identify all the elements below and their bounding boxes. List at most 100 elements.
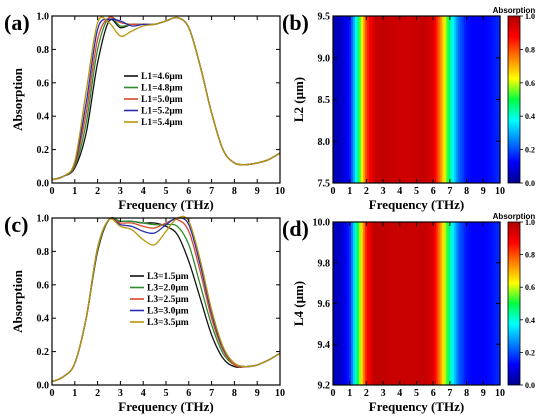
heatmap-cell bbox=[468, 222, 471, 385]
heatmap-cell bbox=[426, 16, 430, 183]
heatmap-cell bbox=[390, 222, 394, 385]
heatmap-cell bbox=[408, 16, 412, 183]
heatmap-cell bbox=[490, 16, 493, 183]
heatmap-cell bbox=[360, 16, 364, 183]
x-tick-label: 10 bbox=[275, 388, 285, 399]
heatmap-cell bbox=[452, 16, 455, 183]
x-tick-label: 5 bbox=[414, 186, 419, 197]
heatmap-cell bbox=[414, 16, 418, 183]
heatmap-cell bbox=[370, 16, 374, 183]
heatmap-cell bbox=[356, 222, 360, 385]
colorbar-title: Absorption bbox=[493, 212, 536, 221]
heatmap-cell bbox=[344, 16, 348, 183]
heatmap-cell bbox=[474, 16, 477, 183]
x-tick-label: 10 bbox=[495, 388, 505, 399]
heatmap-cell bbox=[340, 16, 344, 183]
heatmap-cell bbox=[386, 222, 390, 385]
heatmap-cell bbox=[488, 16, 491, 183]
heatmap-cell bbox=[478, 222, 481, 385]
x-tick-label: 0 bbox=[50, 388, 55, 399]
heatmap-cell bbox=[380, 16, 384, 183]
heatmap-cell bbox=[432, 222, 435, 385]
x-tick-label: 10 bbox=[275, 186, 285, 197]
heatmap-cell bbox=[408, 222, 412, 385]
heatmap-cell bbox=[412, 222, 416, 385]
series-line bbox=[51, 16, 281, 181]
heatmap-cell bbox=[486, 16, 489, 183]
x-tick-label: 4 bbox=[397, 388, 402, 399]
series-line bbox=[51, 215, 281, 383]
heatmap-cell bbox=[422, 16, 426, 183]
colorbar-tick-label: 0.6 bbox=[525, 79, 535, 88]
heatmap-cell bbox=[464, 16, 467, 183]
colorbar-gradient bbox=[507, 221, 521, 386]
y-tick-label: 9.2 bbox=[318, 381, 331, 392]
heatmap-cell bbox=[404, 16, 408, 183]
heatmap-cell bbox=[442, 222, 445, 385]
heatmap-cell bbox=[388, 222, 392, 385]
heatmap-cell bbox=[420, 16, 424, 183]
x-tick-label: 7 bbox=[447, 186, 452, 197]
heatmap-cell bbox=[396, 222, 400, 385]
x-tick-label: 2 bbox=[95, 186, 100, 197]
heatmap-cell bbox=[466, 222, 469, 385]
x-tick-label: 9 bbox=[481, 186, 486, 197]
x-tick-label: 6 bbox=[186, 186, 191, 197]
y-tick-label: 1.0 bbox=[37, 12, 50, 23]
x-axis-label: Frequency (THz) bbox=[369, 197, 464, 212]
heatmap-cell bbox=[424, 16, 428, 183]
heatmap-cell bbox=[412, 16, 416, 183]
x-axis-label: Frequency (THz) bbox=[369, 399, 464, 414]
x-tick-label: 8 bbox=[232, 186, 237, 197]
heatmap-cell bbox=[392, 16, 396, 183]
heatmap-cell bbox=[398, 222, 402, 385]
heatmap-cells bbox=[333, 222, 501, 385]
heatmap-cell bbox=[474, 222, 477, 385]
x-tick-label: 1 bbox=[72, 388, 77, 399]
heatmap-cell bbox=[484, 16, 487, 183]
heatmap-cell bbox=[424, 222, 428, 385]
x-tick-label: 2 bbox=[364, 388, 369, 399]
y-tick-label: 8.5 bbox=[318, 95, 331, 106]
heatmap-cell bbox=[340, 222, 344, 385]
heatmap-cell bbox=[400, 16, 404, 183]
heatmap-cell bbox=[436, 222, 439, 385]
heatmap-cell bbox=[446, 222, 449, 385]
heatmap-cell bbox=[466, 16, 469, 183]
heatmap-cell bbox=[394, 222, 398, 385]
heatmap-cell bbox=[362, 16, 366, 183]
heatmap-cell bbox=[372, 222, 376, 385]
legend-entry: L3=3.5μm bbox=[147, 318, 189, 328]
heatmap-cells bbox=[333, 16, 501, 183]
colorbar: Absorption 0.0 0.2 0.4 0.6 0.8 1.0 bbox=[493, 6, 536, 188]
heatmap-cell bbox=[388, 16, 392, 183]
colorbar-tick-label: 0.2 bbox=[525, 348, 535, 357]
heatmap-cell bbox=[428, 16, 432, 183]
panel-b: 0 1 2 3 4 5 6 7 8 9 10 7.5 8.0 8.5 9.0 9.5 Frequency (TH… bbox=[282, 6, 535, 212]
heatmap-cell bbox=[336, 16, 340, 183]
heatmap-cell bbox=[394, 16, 398, 183]
heatmap-cell bbox=[378, 222, 382, 385]
x-tick-label: 0 bbox=[331, 186, 336, 197]
x-tick-label: 3 bbox=[381, 388, 386, 399]
heatmap-cell bbox=[452, 222, 455, 385]
heatmap-cell bbox=[384, 222, 388, 385]
x-tick-label: 5 bbox=[164, 388, 169, 399]
heatmap-cell bbox=[382, 16, 386, 183]
x-tick-label: 0 bbox=[50, 186, 55, 197]
colorbar-title: Absorption bbox=[493, 6, 536, 15]
heatmap-cell bbox=[432, 16, 435, 183]
x-axis-label: Frequency (THz) bbox=[118, 399, 213, 414]
x-tick-label: 4 bbox=[397, 186, 402, 197]
colorbar-tick-label: 0.4 bbox=[525, 112, 535, 121]
x-tick-label: 4 bbox=[141, 186, 146, 197]
heatmap-cell bbox=[390, 16, 394, 183]
heatmap-cell bbox=[448, 222, 451, 385]
panel-letter: (a) bbox=[4, 10, 30, 35]
heatmap-cell bbox=[486, 222, 489, 385]
heatmap-cell bbox=[346, 222, 350, 385]
legend-entry: L1=4.6μm bbox=[141, 72, 183, 82]
